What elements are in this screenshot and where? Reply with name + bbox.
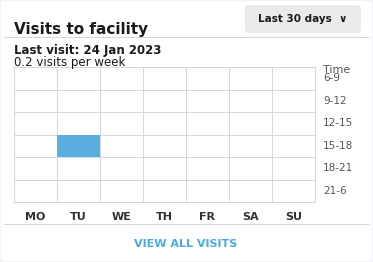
Text: 12-15: 12-15 [323, 118, 353, 128]
Bar [57, 134, 100, 157]
Text: FR: FR [200, 212, 216, 222]
Text: 9-12: 9-12 [323, 96, 347, 106]
Text: Visits to facility: Visits to facility [14, 22, 148, 37]
Text: Last visit: 24 Jan 2023: Last visit: 24 Jan 2023 [14, 44, 162, 57]
Text: 15-18: 15-18 [323, 141, 353, 151]
Text: WE: WE [112, 212, 131, 222]
Text: VIEW ALL VISITS: VIEW ALL VISITS [134, 239, 238, 249]
Text: Last 30 days  ∨: Last 30 days ∨ [258, 14, 348, 24]
Text: SU: SU [285, 212, 302, 222]
Text: TU: TU [70, 212, 87, 222]
Text: 21-6: 21-6 [323, 186, 347, 196]
FancyBboxPatch shape [245, 5, 361, 33]
Text: 0.2 visits per week: 0.2 visits per week [14, 56, 125, 69]
Text: MO: MO [25, 212, 46, 222]
Text: Time: Time [323, 65, 350, 75]
Text: 18-21: 18-21 [323, 163, 353, 173]
Text: TH: TH [156, 212, 173, 222]
Text: 6-9: 6-9 [323, 73, 340, 83]
Text: SA: SA [242, 212, 259, 222]
